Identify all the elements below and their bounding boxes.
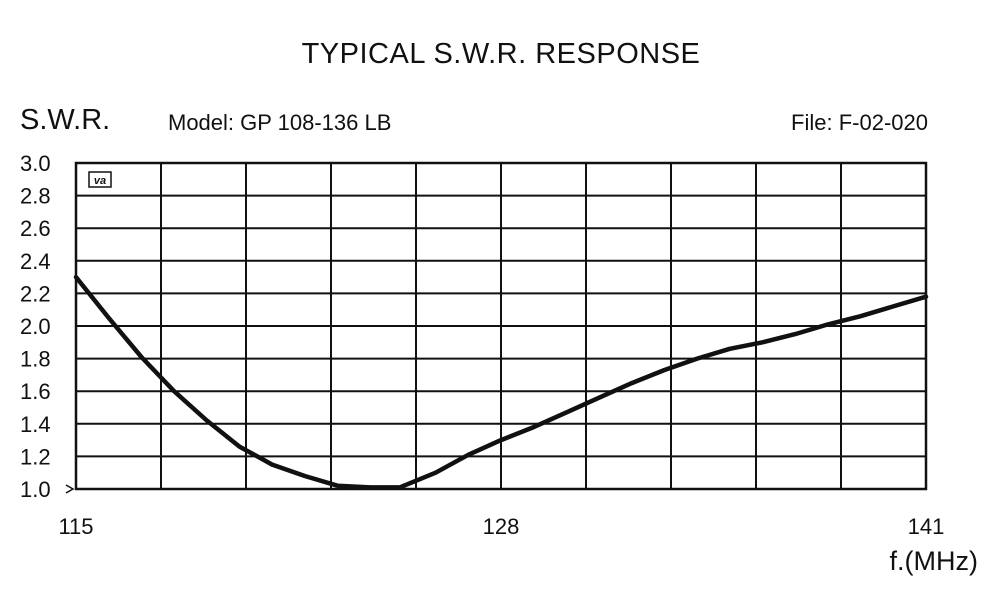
y-tick-label: 2.4 [20,249,51,274]
logo-text: va [94,175,106,187]
file-label: File: F-02-020 [791,110,928,135]
logo-box [88,171,112,188]
x-tick-label: 115 [58,514,93,539]
grid [74,161,928,491]
y-tick-label: 2.0 [20,314,51,339]
tick-labels: 1.0 1.2 1.4 1.6 1.8 2.0 2.2 2.4 2.6 2.8 3.0 115 128 1… [20,151,944,539]
baseline-marker [65,484,75,494]
y-tick-label: 3.0 [20,151,51,176]
y-tick-label: 1.2 [20,444,51,469]
logo-badge: va [88,171,112,188]
model-label: Model: GP 108-136 LB [168,110,392,135]
series-group [73,274,929,490]
y-tick-label: 1.4 [20,412,51,437]
y-tick-label: 2.6 [20,216,51,241]
swr-curve [73,274,929,490]
y-tick-label: 2.2 [20,281,51,306]
plot-border [74,161,928,491]
x-axis-label: f.(MHz) [889,546,978,576]
y-axis-label: S.W.R. [20,104,111,136]
y-tick-label: 1.6 [20,379,51,404]
y-tick-label: 1.8 [20,347,51,372]
x-tick-label: 141 [908,514,945,539]
chart-title: TYPICAL S.W.R. RESPONSE [301,38,701,70]
x-tick-label: 128 [483,514,520,539]
y-tick-label: 2.8 [20,184,51,209]
y-tick-label: 1.0 [20,477,51,502]
